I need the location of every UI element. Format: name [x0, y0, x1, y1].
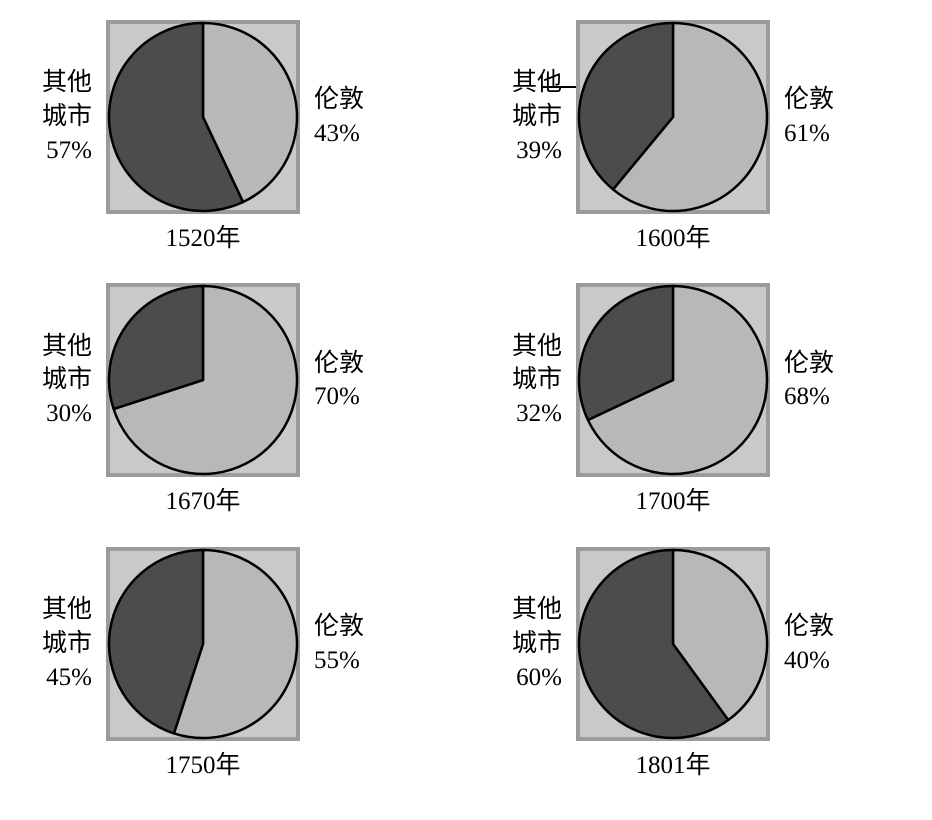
chart-cell: 1600年 伦敦61% 其他城市39% [466, 20, 922, 283]
label-pct: 43% [314, 117, 364, 151]
label-line: 其他 [482, 593, 562, 627]
pie-chart [575, 546, 771, 742]
chart-cell: 1750年 伦敦55% 其他城市45% [10, 547, 466, 810]
chart-cell: 1801年 伦敦40% 其他城市60% [466, 547, 922, 810]
label-line: 其他 [12, 66, 92, 100]
label-line: 城市 [12, 627, 92, 661]
pie-year-label: 1801年 [573, 745, 773, 781]
pie-label-other: 其他城市60% [482, 593, 562, 694]
label-line: 城市 [482, 100, 562, 134]
pie-chart [105, 19, 301, 215]
chart-cell: 1520年 伦敦43% 其他城市57% [10, 20, 466, 283]
label-line: 伦敦 [784, 610, 834, 644]
pie-chart [105, 282, 301, 478]
label-pct: 39% [482, 134, 562, 168]
label-line: 伦敦 [784, 347, 834, 381]
pie-label-london: 伦敦55% [314, 610, 364, 678]
pie-label-other: 其他城市45% [12, 593, 92, 694]
pie-year-label: 1520年 [103, 218, 303, 254]
label-line: 城市 [12, 100, 92, 134]
label-line: 其他 [12, 330, 92, 364]
pie-chart [575, 19, 771, 215]
label-pct: 60% [482, 661, 562, 695]
label-line: 其他 [12, 593, 92, 627]
pie-label-other: 其他城市30% [12, 330, 92, 431]
pie-chart [575, 282, 771, 478]
label-line: 伦敦 [314, 347, 364, 381]
pie-chart-grid: 1520年伦敦43%其他城市57% 1600年伦敦61%其他城市39% 1670… [0, 0, 932, 820]
label-line: 城市 [482, 363, 562, 397]
label-line: 伦敦 [784, 83, 834, 117]
label-pct: 68% [784, 380, 834, 414]
label-line: 其他 [482, 330, 562, 364]
label-line: 伦敦 [314, 610, 364, 644]
label-pct: 32% [482, 397, 562, 431]
pie-year-label: 1670年 [103, 481, 303, 517]
label-pct: 45% [12, 661, 92, 695]
chart-cell: 1700年 伦敦68% 其他城市32% [466, 283, 922, 546]
label-pct: 55% [314, 644, 364, 678]
leader-line [542, 86, 576, 88]
label-pct: 40% [784, 644, 834, 678]
label-pct: 30% [12, 397, 92, 431]
label-line: 城市 [12, 363, 92, 397]
label-line: 其他 [482, 66, 562, 100]
pie-year-label: 1600年 [573, 218, 773, 254]
label-line: 伦敦 [314, 83, 364, 117]
pie-year-label: 1700年 [573, 481, 773, 517]
pie-label-other: 其他城市39% [482, 66, 562, 167]
pie-year-label: 1750年 [103, 745, 303, 781]
pie-label-london: 伦敦61% [784, 83, 834, 151]
label-pct: 70% [314, 380, 364, 414]
pie-label-london: 伦敦43% [314, 83, 364, 151]
chart-cell: 1670年 伦敦70% 其他城市30% [10, 283, 466, 546]
pie-label-london: 伦敦68% [784, 347, 834, 415]
label-pct: 61% [784, 117, 834, 151]
pie-label-london: 伦敦70% [314, 347, 364, 415]
pie-label-other: 其他城市57% [12, 66, 92, 167]
label-line: 城市 [482, 627, 562, 661]
label-pct: 57% [12, 134, 92, 168]
pie-label-other: 其他城市32% [482, 330, 562, 431]
pie-chart [105, 546, 301, 742]
pie-label-london: 伦敦40% [784, 610, 834, 678]
